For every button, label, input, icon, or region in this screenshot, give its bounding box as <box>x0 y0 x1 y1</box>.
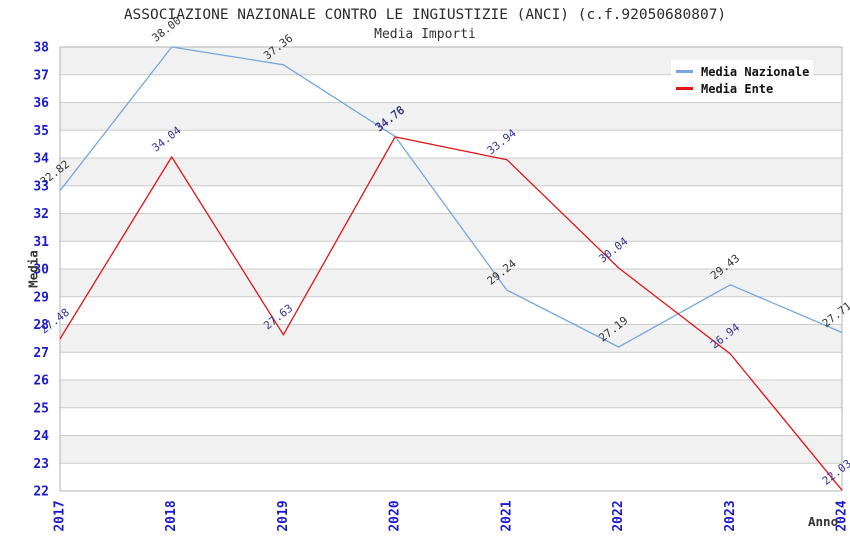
plot-band <box>60 102 842 131</box>
x-tick-label: 2021 <box>499 500 514 531</box>
plot-band <box>60 435 842 464</box>
plot-band <box>60 158 842 186</box>
y-tick-label: 27 <box>33 346 49 361</box>
y-tick-label: 29 <box>33 290 49 305</box>
y-tick-labels: 22 23 24 25 26 27 28 29 30 31 32 33 34 35 36 37 38 <box>33 41 49 500</box>
point-label: 38.00 <box>150 14 184 45</box>
legend-label: Media Nazionale <box>701 64 810 79</box>
y-tick-label: 36 <box>33 96 49 111</box>
series-line-media-ente <box>59 136 843 491</box>
legend: Media Nazionale Media Ente <box>671 60 813 98</box>
plot-band <box>60 324 842 353</box>
y-tick-label: 38 <box>33 41 49 56</box>
y-tick-label: 23 <box>33 457 49 472</box>
legend-item-media-ente: Media Ente <box>676 80 813 97</box>
grid-lines <box>60 74 842 464</box>
y-tick-label: 22 <box>33 485 49 500</box>
chart-subtitle: Media Importi <box>374 27 476 42</box>
plot-band <box>60 213 842 242</box>
x-tick-label: 2023 <box>723 500 738 531</box>
y-tick-label: 37 <box>33 68 49 83</box>
y-tick-label: 31 <box>33 235 49 250</box>
x-tick-label: 2022 <box>611 500 626 531</box>
y-axis-title: Media <box>25 250 41 288</box>
chart-title: ASSOCIAZIONE NAZIONALE CONTRO LE INGIUST… <box>123 7 727 23</box>
y-tick-label: 35 <box>33 124 49 139</box>
legend-label: Media Ente <box>701 81 774 96</box>
y-tick-label: 30 <box>33 263 49 278</box>
y-tick-label: 24 <box>33 429 49 444</box>
y-tick-label: 33 <box>33 179 49 194</box>
point-label: 33.94 <box>485 126 519 157</box>
x-axis-title: Anno <box>808 514 839 529</box>
legend-item-media-nazionale: Media Nazionale <box>676 63 813 80</box>
x-tick-label: 2019 <box>276 500 291 531</box>
plot-band <box>60 269 842 297</box>
x-tick-label: 2020 <box>388 500 403 531</box>
plot-bands <box>60 47 842 464</box>
plot-band <box>60 380 842 408</box>
y-tick-label: 25 <box>33 401 49 416</box>
media-ente-line-swatch-icon <box>676 87 693 90</box>
y-tick-label: 28 <box>33 318 49 333</box>
x-tick-label: 2018 <box>164 500 179 531</box>
plot-border <box>59 46 843 492</box>
media-nazionale-line-swatch-icon <box>676 70 693 73</box>
x-tick-label: 2017 <box>53 500 68 531</box>
x-tick-label: 2024 <box>835 500 850 531</box>
y-tick-label: 26 <box>33 374 49 389</box>
y-tick-label: 34 <box>33 152 49 167</box>
series-line-media-nazionale <box>59 46 843 348</box>
x-tick-labels: 2017 2018 2019 2020 2021 2022 2023 2024 <box>53 500 850 531</box>
y-tick-label: 32 <box>33 207 49 222</box>
